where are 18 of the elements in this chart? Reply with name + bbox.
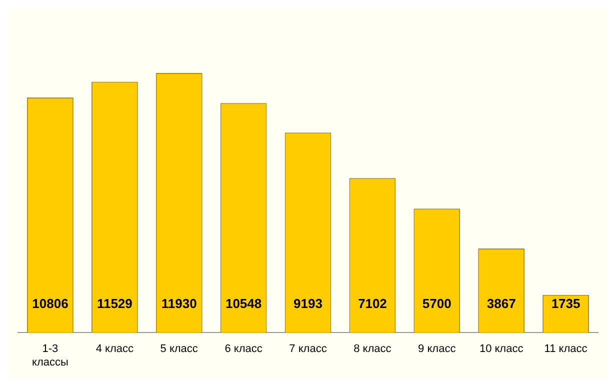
x-tick-label: 4 класс — [96, 343, 134, 356]
x-tick-label: 9 класс — [418, 343, 456, 356]
data-label: 5700 — [422, 296, 452, 312]
x-tick-label: 5 класс — [160, 343, 198, 356]
data-label: 7102 — [358, 296, 387, 312]
x-tick-label: 6 класс — [224, 343, 263, 356]
data-label: 10806 — [32, 296, 68, 312]
x-tick-label: 10 класс — [479, 343, 524, 356]
x-tick-label: 7 класс — [289, 343, 328, 356]
data-label: 3867 — [486, 296, 516, 312]
x-tick-label: 11 класс — [544, 343, 588, 356]
data-label: 1735 — [551, 296, 580, 312]
data-label: 10548 — [225, 296, 262, 312]
data-label: 9193 — [294, 296, 322, 312]
data-label: 11529 — [96, 296, 132, 312]
x-tick-label: 8 класс — [354, 343, 392, 356]
x-tick-label: 1-3 классы — [32, 343, 68, 368]
data-label: 11930 — [161, 296, 197, 312]
